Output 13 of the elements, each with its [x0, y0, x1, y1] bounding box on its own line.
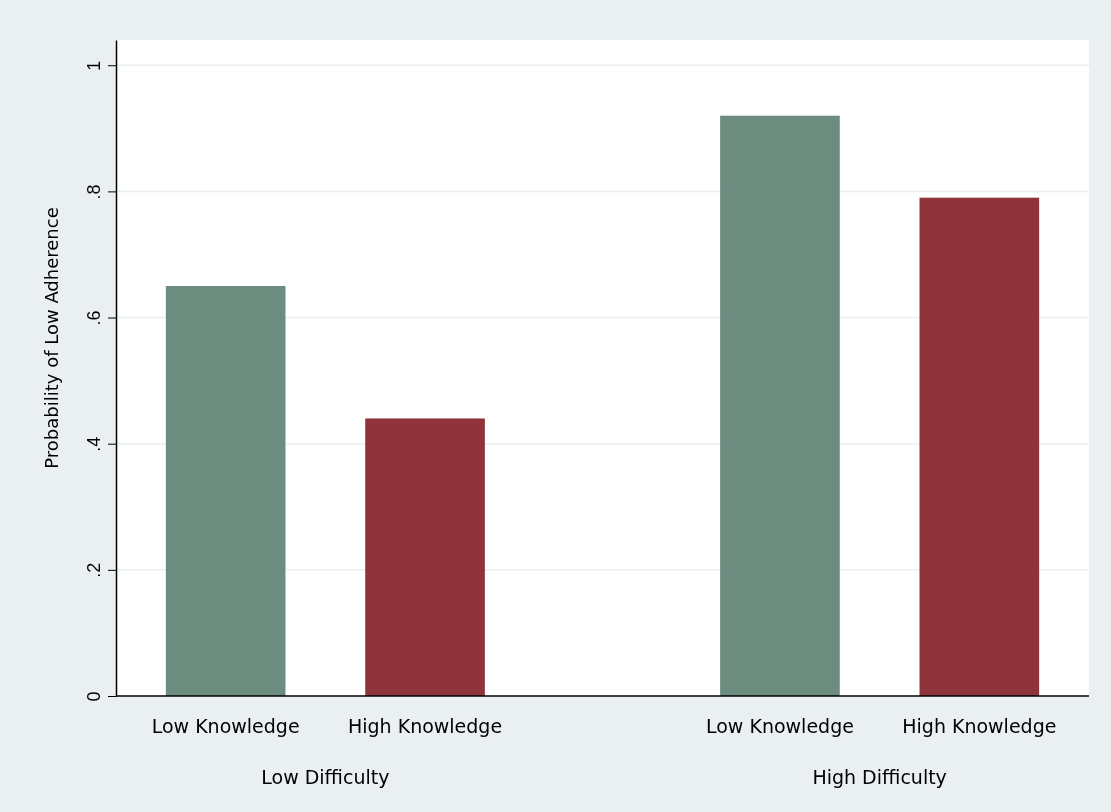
- text: Low Difficulty: [261, 766, 390, 788]
- x-tick-label: Low Knowledge: [706, 715, 854, 737]
- y-tick-label: .4: [84, 436, 104, 452]
- y-tick-label: .8: [84, 184, 104, 200]
- x-tick-label: High Knowledge: [902, 715, 1057, 737]
- text: High Difficulty: [812, 766, 947, 788]
- y-tick-label: .6: [84, 310, 104, 326]
- y-tick-label: 1: [84, 60, 104, 71]
- y-tick-label: 0: [84, 691, 104, 702]
- y-tick-label: .2: [84, 562, 104, 578]
- x-tick-label: Low Knowledge: [151, 715, 300, 737]
- y-axis-title: Probability of Low Adherence: [41, 207, 62, 469]
- x-tick-label: High Knowledge: [347, 715, 503, 737]
